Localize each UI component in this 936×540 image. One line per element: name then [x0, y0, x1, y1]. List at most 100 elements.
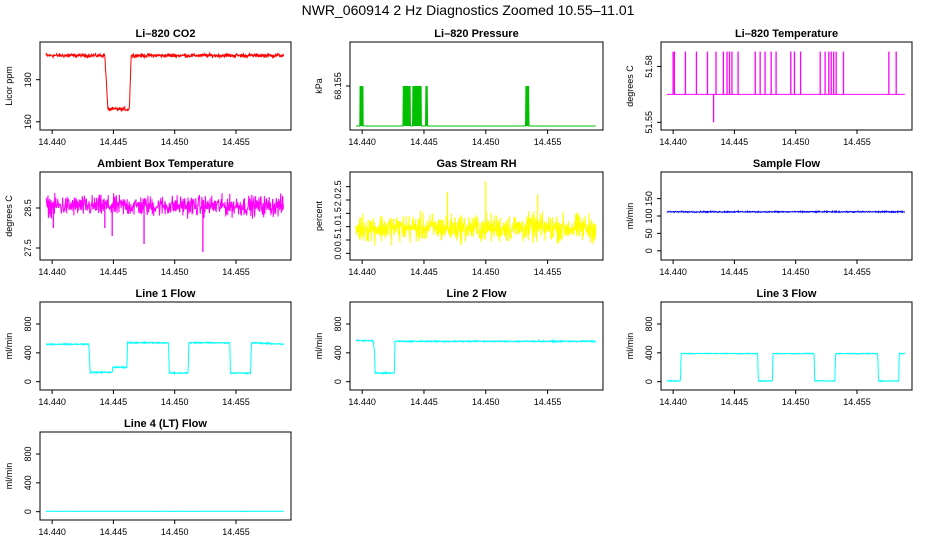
plot-frame [39, 171, 292, 261]
panel-title: Li–820 CO2 [136, 28, 196, 40]
figure-title: NWR_060914 2 Hz Diagnostics Zoomed 10.55… [301, 2, 635, 18]
x-tick-label: 14.450 [782, 397, 810, 407]
x-tick-label: 14.445 [100, 397, 128, 407]
y-tick-label: 400 [23, 475, 33, 490]
x-tick-label: 14.455 [534, 137, 562, 147]
plot-frame [349, 171, 604, 261]
y-tick-label: 180 [23, 72, 33, 87]
panel-4: Ambient Box Temperature degrees C 27.5 28.5… [4, 158, 292, 277]
y-tick-label: 400 [23, 345, 33, 360]
y-tick-label: 28.5 [23, 199, 33, 217]
y-axis-label: Licor ppm [4, 66, 14, 106]
panel-6: Sample Flow ml/min 0 50 100 150 14.440 14.445 14… [625, 158, 913, 277]
x-tick-label: 14.445 [721, 267, 749, 277]
x-tick-label: 14.440 [348, 267, 376, 277]
x-tick-label: 14.445 [410, 397, 438, 407]
y-tick-label: 150 [644, 191, 654, 206]
panel-title: Ambient Box Temperature [97, 158, 234, 170]
x-tick-label: 14.455 [222, 397, 250, 407]
x-tick-label: 14.450 [472, 137, 500, 147]
x-tick-label: 14.455 [534, 397, 562, 407]
y-tick-label: 51.58 [644, 55, 654, 78]
y-axis-label: percent [314, 200, 324, 231]
y-tick-label: 27.5 [23, 239, 33, 257]
y-axis-label: ml/min [314, 333, 324, 360]
x-tick-label: 14.440 [659, 397, 687, 407]
panel-9: Line 3 Flow ml/min 0 400 800 14.440 14.445 14.4… [625, 288, 913, 407]
x-tick-label: 14.455 [843, 267, 871, 277]
plot-frame [39, 431, 292, 521]
x-tick-label: 14.445 [100, 267, 128, 277]
x-tick-label: 14.455 [843, 397, 871, 407]
series-line [355, 210, 597, 246]
x-tick-label: 14.440 [38, 527, 66, 537]
panel-title: Li–820 Pressure [434, 28, 518, 40]
y-tick-label: 2.0 [333, 194, 343, 207]
series-line [666, 209, 906, 214]
x-tick-label: 14.455 [843, 137, 871, 147]
x-tick-label: 14.440 [38, 397, 66, 407]
y-tick-label: 160 [23, 114, 33, 129]
x-tick-label: 14.455 [222, 137, 250, 147]
x-tick-label: 14.445 [100, 137, 128, 147]
y-tick-label: 51.55 [644, 111, 654, 134]
y-tick-label: 100 [644, 208, 654, 223]
y-tick-label: 1.5 [333, 207, 343, 220]
y-tick-label: 68.155 [333, 72, 343, 100]
x-tick-label: 14.440 [38, 137, 66, 147]
x-tick-label: 14.440 [38, 267, 66, 277]
panel-title: Li–820 Temperature [735, 28, 838, 40]
plot-frame [39, 301, 292, 391]
series-line [356, 85, 596, 127]
y-tick-label: 800 [644, 317, 654, 332]
x-tick-label: 14.450 [161, 527, 189, 537]
y-tick-label: 1.0 [333, 220, 343, 233]
series-line [45, 340, 285, 375]
y-tick-label: 0 [644, 248, 654, 253]
x-tick-label: 14.450 [782, 137, 810, 147]
series-line [45, 51, 285, 112]
panel-8: Line 2 Flow ml/min 0 400 800 14.440 14.445 14.4… [314, 288, 604, 407]
y-tick-label: 50 [644, 228, 654, 238]
y-axis-label: degrees C [4, 195, 14, 237]
plot-frame [660, 301, 913, 391]
y-tick-label: 800 [23, 317, 33, 332]
x-tick-label: 14.445 [721, 137, 749, 147]
panel-title: Sample Flow [753, 158, 821, 170]
x-tick-label: 14.445 [100, 527, 128, 537]
y-tick-label: 400 [333, 345, 343, 360]
x-tick-label: 14.450 [161, 137, 189, 147]
panel-1: Li–820 CO2 Licor ppm 160 180 14.440 14.445 14.… [4, 28, 292, 147]
y-axis-label: ml/min [625, 333, 635, 360]
y-tick-label: 0.5 [333, 234, 343, 247]
panel-title: Gas Stream RH [436, 158, 516, 170]
y-tick-label: 800 [333, 317, 343, 332]
y-tick-label: 2.5 [333, 180, 343, 193]
x-tick-label: 14.440 [659, 267, 687, 277]
panel-3: Li–820 Temperature degrees C 51.55 51.58 14.… [625, 28, 913, 147]
series-line [45, 192, 285, 219]
y-axis-label: degrees C [625, 65, 635, 107]
y-tick-label: 0 [23, 509, 33, 514]
y-tick-label: 800 [23, 447, 33, 462]
x-tick-label: 14.455 [534, 267, 562, 277]
x-tick-label: 14.455 [222, 267, 250, 277]
x-tick-label: 14.440 [348, 397, 376, 407]
panel-title: Line 1 Flow [136, 288, 196, 300]
y-axis-label: ml/min [625, 203, 635, 230]
panel-10: Line 4 (LT) Flow ml/min 0 400 800 14.440 14.44… [4, 418, 292, 537]
x-tick-label: 14.445 [410, 267, 438, 277]
x-tick-label: 14.440 [659, 137, 687, 147]
plot-frame [349, 301, 604, 391]
y-tick-label: 0 [644, 379, 654, 384]
plot-frame [39, 41, 292, 131]
panel-2: Li–820 Pressure kPa 68.155 14.440 14.445 14.4… [314, 28, 604, 147]
x-tick-label: 14.450 [472, 267, 500, 277]
panel-title: Line 2 Flow [447, 288, 507, 300]
panel-7: Line 1 Flow ml/min 0 400 800 14.440 14.445 14.4… [4, 288, 292, 407]
y-axis-label: ml/min [4, 463, 14, 490]
y-tick-label: 400 [644, 345, 654, 360]
y-axis-label: kPa [314, 78, 324, 94]
